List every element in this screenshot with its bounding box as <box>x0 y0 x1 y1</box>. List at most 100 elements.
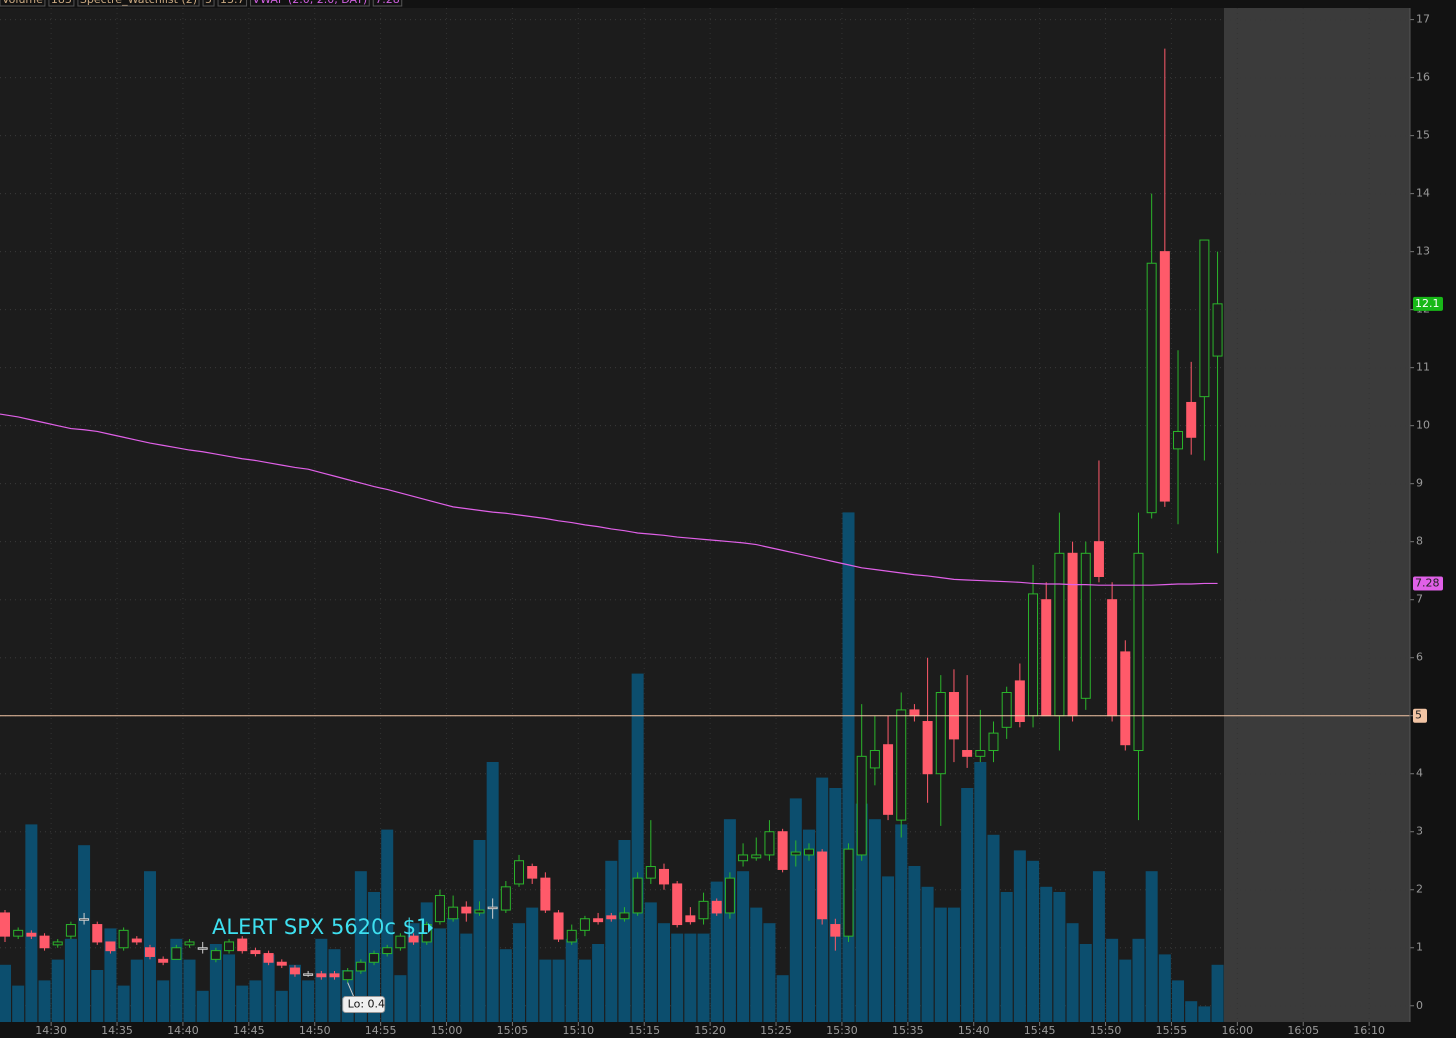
volume-bar <box>947 907 960 1022</box>
y-tick-label: 4 <box>1416 767 1423 780</box>
candle-body <box>144 947 155 957</box>
candle-body <box>1054 552 1065 717</box>
volume-bar <box>842 512 855 1022</box>
y-tick-label: 6 <box>1416 651 1423 664</box>
header-box <box>0 0 46 7</box>
volume-bar <box>78 845 91 1022</box>
header-item: VWAP (2.0, 2.0, DAY) <box>253 0 368 6</box>
price-line-badge-bg <box>1413 708 1427 723</box>
candle-body <box>210 950 221 960</box>
x-tick-label: 15:50 <box>1090 1024 1122 1037</box>
candle-body <box>316 973 327 978</box>
candle-body <box>500 886 511 911</box>
candle-body <box>1001 692 1012 728</box>
x-tick-label: 15:25 <box>760 1024 792 1037</box>
volume-bar <box>0 964 11 1022</box>
x-tick-label: 15:10 <box>562 1024 594 1037</box>
candle-body <box>724 877 735 914</box>
y-tick-label: 16 <box>1416 71 1430 84</box>
x-tick-label: 15:15 <box>628 1024 660 1037</box>
candle-body <box>1028 593 1039 717</box>
candle-body <box>922 721 933 775</box>
candle-body <box>171 947 182 960</box>
header-box <box>202 0 215 7</box>
candle-body <box>764 831 775 856</box>
volume-bar <box>539 959 552 1022</box>
x-tick-label: 15:55 <box>1156 1024 1188 1037</box>
candle-body <box>1107 599 1118 717</box>
volume-bar <box>51 959 64 1022</box>
candle-body <box>645 866 656 879</box>
volume-bar <box>737 871 750 1022</box>
candle-body <box>0 912 10 937</box>
x-tick-label: 14:40 <box>167 1024 199 1037</box>
candle-body <box>184 941 195 946</box>
candle-body <box>883 744 894 815</box>
volume-bar <box>961 788 974 1022</box>
candle-body <box>593 918 604 923</box>
volume-bar <box>1000 892 1013 1022</box>
candle-body <box>487 906 498 910</box>
volume-bar <box>499 949 512 1022</box>
candle-body <box>197 947 208 950</box>
volume-bar <box>328 949 341 1022</box>
candle-body <box>962 750 973 757</box>
volume-bar <box>407 923 420 1022</box>
header-box <box>77 0 200 7</box>
volume-bar <box>710 881 723 1022</box>
vwap-line <box>0 413 1218 586</box>
candle-body <box>1212 303 1223 357</box>
volume-bar <box>288 964 301 1022</box>
y-tick-label: 7 <box>1416 593 1423 606</box>
volume-bar <box>578 959 591 1022</box>
volume-bar <box>1040 886 1053 1022</box>
volume-bar <box>262 954 275 1022</box>
candle-layer <box>0 48 1223 983</box>
x-tick-label: 15:20 <box>694 1024 726 1037</box>
grid <box>0 8 1410 1022</box>
last-price-badge: 12.1 <box>1415 297 1440 310</box>
volume-bar <box>855 803 868 1022</box>
y-tick-label: 11 <box>1416 361 1430 374</box>
volume-bar <box>447 918 460 1022</box>
volume-bar <box>1079 944 1092 1022</box>
header-item: 13.7 <box>220 0 245 6</box>
candle-body <box>289 967 300 975</box>
candle-body <box>1199 239 1210 398</box>
candle-body <box>382 947 393 955</box>
volume-bar <box>987 834 1000 1022</box>
volume-bar <box>868 819 881 1022</box>
candle-body <box>1093 541 1104 577</box>
y-tick-label: 8 <box>1416 535 1423 548</box>
candle-body <box>1186 401 1197 438</box>
volume-bar <box>249 980 262 1022</box>
volume-bar <box>974 762 987 1022</box>
volume-bar <box>802 829 815 1022</box>
candle-body <box>1041 599 1052 717</box>
x-tick-label: 14:45 <box>233 1024 265 1037</box>
volume-bar <box>157 980 170 1022</box>
header-item: 183 <box>51 0 72 6</box>
y-tick-label: 10 <box>1416 419 1430 432</box>
x-tick-label: 15:45 <box>1024 1024 1056 1037</box>
volume-bar <box>302 980 315 1022</box>
volume-bar <box>196 990 209 1022</box>
overlay-layer: ALERT SPX 5620c $1 Lo: 0.4 <box>0 413 1410 1014</box>
candle-body <box>1159 251 1170 502</box>
volume-bar <box>1132 938 1145 1022</box>
candle-body <box>685 915 696 923</box>
volume-bar <box>275 990 288 1022</box>
volume-bar <box>209 944 222 1022</box>
candle-body <box>263 953 274 963</box>
volume-bar <box>723 819 736 1022</box>
x-tick-label: 15:05 <box>497 1024 529 1037</box>
volume-bar <box>38 980 51 1022</box>
candle-body <box>896 709 907 821</box>
x-tick-label: 15:35 <box>892 1024 924 1037</box>
candle-body <box>474 909 485 914</box>
candle-body <box>632 877 643 914</box>
volume-bar <box>117 985 130 1022</box>
low-label: Lo: 0.4 <box>348 998 385 1011</box>
volume-bar <box>1092 871 1105 1022</box>
